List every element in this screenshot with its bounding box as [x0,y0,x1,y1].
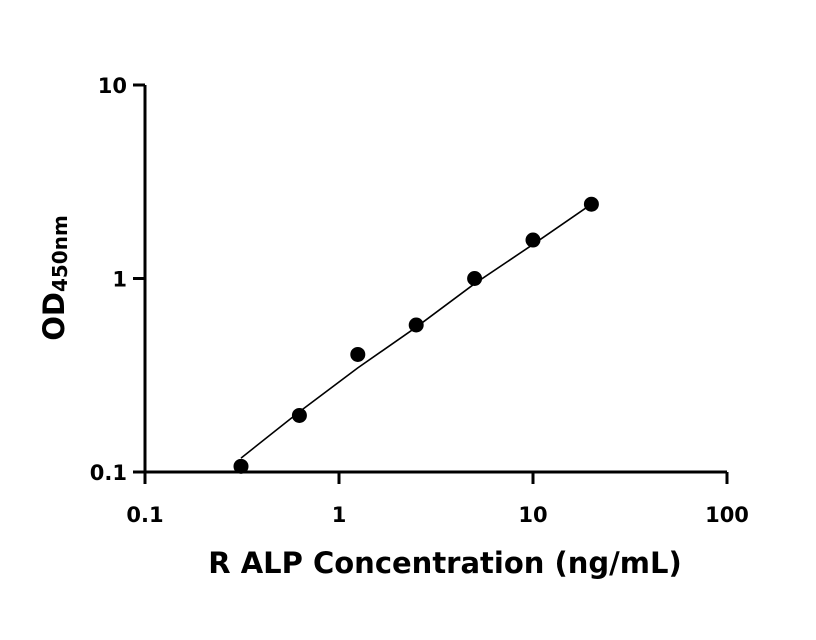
tick-labels: 0.1 1 10 100 0.1 1 10 [90,74,749,527]
x-axis-title: R ALP Concentration (ng/mL) [208,546,681,580]
x-tick-label-1: 1 [332,503,347,527]
x-tick-label-2: 10 [518,503,547,527]
data-point [350,346,366,362]
axes [143,85,727,474]
data-point [525,232,541,248]
data-point [583,196,599,212]
x-tick-label-3: 100 [705,503,749,527]
y-tick-label-0: 0.1 [90,461,127,485]
data-points [233,196,599,474]
y-axis-title-main: OD [37,292,71,341]
data-point [233,458,249,474]
y-axis-title: OD450nm [37,215,72,341]
data-point [408,317,424,333]
ticks [133,83,729,484]
y-axis-title-sub: 450nm [48,215,72,292]
y-tick-label-2: 10 [98,74,127,98]
data-point [291,407,307,423]
y-tick-label-1: 1 [112,268,127,292]
x-tick-label-0: 0.1 [126,503,163,527]
data-point [467,271,483,286]
